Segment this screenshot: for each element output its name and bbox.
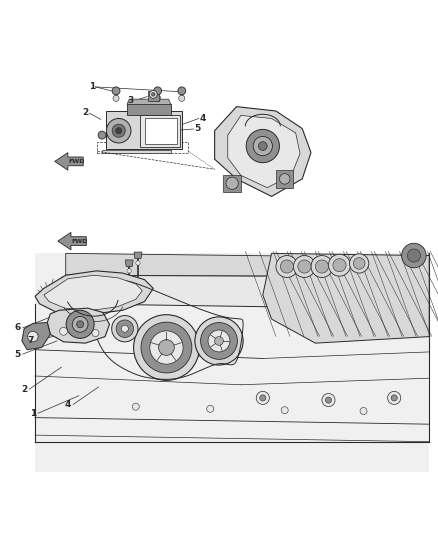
Circle shape	[293, 255, 315, 278]
Circle shape	[350, 254, 369, 273]
Circle shape	[195, 317, 243, 365]
Text: 2: 2	[21, 385, 27, 394]
Circle shape	[388, 391, 401, 405]
Polygon shape	[106, 111, 182, 149]
Polygon shape	[145, 118, 177, 144]
Circle shape	[226, 177, 238, 189]
Polygon shape	[22, 322, 50, 350]
Circle shape	[179, 95, 185, 101]
Text: 3: 3	[127, 96, 134, 106]
Polygon shape	[215, 107, 311, 197]
Circle shape	[208, 330, 230, 352]
Text: FWD: FWD	[72, 239, 88, 244]
Circle shape	[391, 395, 397, 401]
Circle shape	[215, 336, 223, 345]
Circle shape	[152, 93, 155, 96]
Circle shape	[106, 118, 131, 143]
Text: 5: 5	[14, 350, 21, 359]
Polygon shape	[223, 174, 241, 192]
Polygon shape	[263, 253, 429, 343]
Polygon shape	[140, 115, 180, 147]
Circle shape	[66, 310, 94, 338]
Circle shape	[92, 329, 99, 336]
Circle shape	[246, 130, 279, 163]
Circle shape	[154, 87, 162, 95]
Circle shape	[72, 317, 88, 332]
Polygon shape	[66, 253, 429, 276]
Circle shape	[253, 136, 272, 156]
Circle shape	[280, 260, 293, 273]
Circle shape	[127, 269, 131, 273]
Circle shape	[276, 255, 298, 278]
Circle shape	[113, 95, 119, 101]
Circle shape	[328, 254, 350, 276]
Circle shape	[207, 405, 214, 413]
Text: 1: 1	[89, 82, 95, 91]
Circle shape	[134, 314, 199, 381]
Text: 4: 4	[199, 114, 205, 123]
Circle shape	[121, 325, 128, 332]
Circle shape	[98, 131, 106, 139]
Polygon shape	[44, 275, 142, 310]
Circle shape	[149, 91, 157, 98]
Circle shape	[159, 340, 174, 356]
Circle shape	[28, 332, 38, 342]
Circle shape	[136, 261, 140, 265]
Circle shape	[279, 174, 290, 184]
Circle shape	[281, 407, 288, 414]
Polygon shape	[127, 99, 171, 104]
Circle shape	[258, 142, 267, 150]
Circle shape	[116, 128, 122, 134]
Circle shape	[360, 408, 367, 415]
Polygon shape	[228, 115, 300, 188]
Text: 1: 1	[30, 409, 36, 418]
Circle shape	[407, 249, 420, 262]
Circle shape	[155, 95, 161, 101]
Text: 2: 2	[83, 108, 89, 117]
Polygon shape	[134, 252, 142, 259]
Polygon shape	[127, 104, 171, 115]
Text: 5: 5	[194, 125, 200, 133]
Circle shape	[178, 87, 186, 95]
Circle shape	[325, 397, 332, 403]
Circle shape	[60, 327, 67, 335]
Circle shape	[260, 395, 266, 401]
Text: FWD: FWD	[69, 159, 85, 164]
Polygon shape	[47, 308, 110, 343]
Circle shape	[402, 243, 426, 268]
Circle shape	[112, 316, 138, 342]
Polygon shape	[148, 91, 159, 101]
Circle shape	[298, 260, 311, 273]
Text: 7: 7	[28, 336, 34, 345]
Polygon shape	[66, 271, 429, 307]
Polygon shape	[35, 271, 153, 314]
Text: 6: 6	[14, 324, 21, 332]
Circle shape	[315, 260, 328, 273]
Text: 4: 4	[65, 400, 71, 409]
Polygon shape	[125, 260, 133, 266]
Circle shape	[77, 321, 84, 328]
Circle shape	[333, 259, 346, 272]
Circle shape	[201, 322, 237, 359]
Polygon shape	[276, 170, 293, 188]
Circle shape	[141, 322, 192, 373]
Circle shape	[322, 393, 335, 407]
Circle shape	[112, 124, 125, 138]
Circle shape	[132, 403, 139, 410]
Circle shape	[311, 255, 333, 278]
Circle shape	[116, 320, 134, 337]
Polygon shape	[58, 232, 86, 250]
Polygon shape	[102, 150, 171, 152]
Polygon shape	[35, 253, 429, 472]
Polygon shape	[55, 152, 83, 170]
Circle shape	[112, 87, 120, 95]
Circle shape	[353, 257, 365, 269]
Circle shape	[150, 331, 183, 364]
Circle shape	[256, 391, 269, 405]
